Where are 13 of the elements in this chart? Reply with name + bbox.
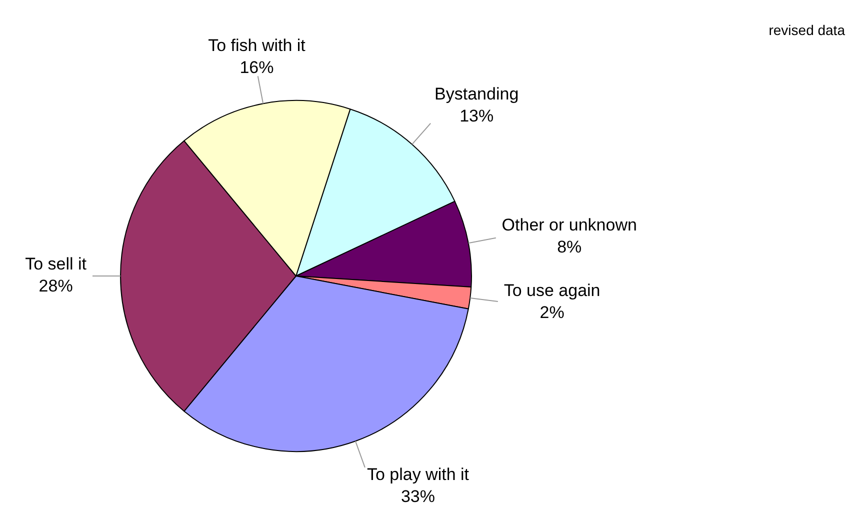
slice-label: To sell it [25, 254, 87, 274]
data-label: 16% [240, 58, 274, 77]
slice-label: To fish with it [208, 36, 306, 55]
slice-label: To play with it [366, 464, 470, 484]
text: revised data [768, 22, 845, 38]
data-label: 33% [400, 486, 435, 506]
slice-label: Bystanding [434, 84, 519, 104]
data-label: 8% [557, 237, 582, 256]
slice-label: Other or unknown [502, 215, 637, 234]
slice-label: To use again [504, 280, 600, 300]
data-label: 13% [460, 106, 494, 126]
data-label: 2% [540, 302, 564, 322]
data-label: 28% [38, 276, 73, 296]
